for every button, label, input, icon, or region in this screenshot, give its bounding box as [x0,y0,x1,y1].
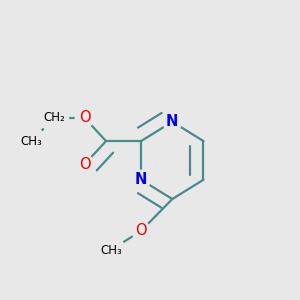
Text: N: N [135,172,147,187]
Circle shape [40,103,69,132]
Circle shape [97,236,125,264]
Circle shape [132,170,150,189]
Circle shape [163,112,182,131]
Circle shape [132,221,150,240]
Text: O: O [79,157,90,172]
Text: O: O [79,110,90,125]
Circle shape [17,127,45,155]
Text: CH₃: CH₃ [20,135,42,148]
Circle shape [75,109,94,127]
Text: N: N [166,114,178,129]
Text: CH₃: CH₃ [100,244,122,257]
Text: O: O [135,223,147,238]
Circle shape [75,155,94,174]
Text: CH₂: CH₂ [44,111,65,124]
